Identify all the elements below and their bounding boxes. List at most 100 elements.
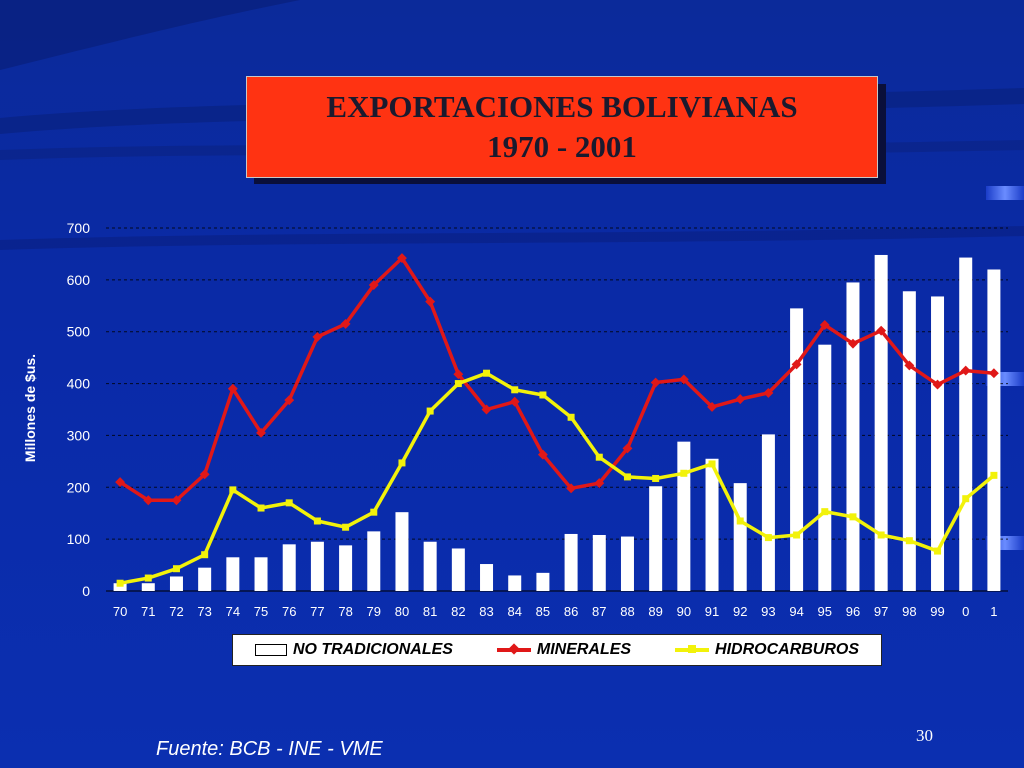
minerales-point [397, 253, 407, 264]
x-tick-label: 1 [990, 604, 997, 619]
bar [874, 254, 888, 592]
y-tick-label: 0 [82, 583, 90, 599]
hidrocarburos-point [877, 531, 885, 539]
y-tick-label: 500 [67, 324, 91, 340]
hidrocarburos-point [764, 534, 772, 542]
title-line-1: EXPORTACIONES BOLIVIANAS [326, 89, 798, 124]
bar [677, 441, 691, 591]
x-tick-label: 81 [423, 604, 437, 619]
minerales-point [143, 495, 154, 506]
side-decoration-top [986, 186, 1024, 200]
bar [395, 512, 409, 591]
y-axis-label: Millones de $us. [22, 353, 38, 463]
hidrocarburos-point [905, 537, 913, 545]
bar [198, 567, 212, 591]
legend-label-minerales: MINERALES [536, 641, 632, 658]
x-tick-label: 96 [846, 604, 860, 619]
hidrocarburos-point [680, 469, 688, 477]
source-footer: Fuente: BCB - INE - VME [156, 738, 383, 760]
hidrocarburos-point [229, 486, 237, 494]
legend-swatch-bar [254, 644, 287, 656]
bar [564, 533, 578, 591]
hidrocarburos-point [623, 473, 631, 481]
hidrocarburos-point [934, 547, 942, 555]
bar [931, 296, 945, 591]
legend-item-hidrocarburos: HIDROCARBUROS [675, 641, 859, 659]
x-tick-label: 82 [451, 604, 465, 619]
x-tick-label: 86 [564, 604, 578, 619]
hidrocarburos-point [539, 391, 547, 399]
minerales-point [509, 396, 520, 407]
minerales-point [368, 280, 379, 290]
hidrocarburos-point [595, 453, 603, 461]
x-tick-label: 74 [226, 604, 240, 619]
minerales-point [848, 338, 858, 349]
minerales-point [876, 325, 887, 336]
minerales-point [566, 483, 577, 494]
minerales-point [904, 360, 915, 371]
minerales-point [537, 449, 548, 460]
minerales-point [988, 368, 999, 379]
minerales-point [791, 359, 802, 370]
minerales-point [284, 395, 295, 406]
title-line-2: 1970 - 2001 [487, 129, 637, 164]
x-tick-label: 80 [395, 604, 409, 619]
x-tick-label: 91 [705, 604, 719, 619]
y-tick-label: 400 [67, 376, 91, 392]
hidrocarburos-point [201, 551, 209, 559]
hidrocarburos-point [454, 380, 462, 388]
bar [451, 548, 465, 591]
bar [282, 544, 296, 591]
bar [367, 531, 381, 591]
bar [310, 541, 324, 591]
hidrocarburos-point [708, 460, 716, 468]
bar [113, 583, 127, 591]
x-tick-label: 76 [282, 604, 296, 619]
x-tick-label: 77 [310, 604, 324, 619]
bar [339, 545, 353, 591]
bar [705, 458, 719, 591]
bar [141, 583, 155, 591]
minerales-point [199, 469, 210, 480]
minerales-point [622, 443, 633, 454]
minerales-point [453, 369, 464, 380]
chart-legend: NO TRADICIONALES MINERALES HIDROCARBUROS [232, 634, 882, 666]
bar [592, 534, 606, 591]
bar [480, 564, 494, 591]
x-tick-label: 71 [141, 604, 155, 619]
hidrocarburos-point [116, 579, 124, 587]
minerales-point [340, 318, 351, 329]
x-tick-label: 90 [677, 604, 691, 619]
y-tick-label: 100 [67, 531, 91, 547]
x-tick-label: 78 [338, 604, 352, 619]
x-tick-label: 83 [479, 604, 493, 619]
y-tick-label: 300 [67, 427, 91, 443]
x-tick-label: 93 [761, 604, 775, 619]
minerales-point [594, 478, 605, 489]
x-tick-label: 85 [536, 604, 550, 619]
hidrocarburos-point [793, 531, 801, 539]
minerales-point [707, 401, 717, 412]
hidrocarburos-point [398, 459, 406, 467]
bar [254, 557, 268, 591]
legend-item-minerales: MINERALES [496, 641, 632, 659]
bar [902, 291, 916, 591]
bar [790, 308, 804, 591]
bar [169, 576, 183, 591]
x-tick-label: 94 [789, 604, 803, 619]
bar [959, 257, 973, 591]
hidrocarburos-point [821, 508, 829, 516]
x-tick-label: 92 [733, 604, 747, 619]
bar [423, 541, 437, 591]
bar [536, 572, 550, 591]
hidrocarburos-point [257, 504, 265, 512]
hidrocarburos-point [849, 513, 857, 521]
minerales-point [650, 377, 661, 388]
minerales-point [481, 404, 492, 415]
legend-swatch-hidrocarburos [675, 645, 710, 653]
minerales-point [256, 427, 266, 438]
bar [649, 486, 663, 591]
minerales-point [425, 296, 436, 307]
hidrocarburos-point [511, 386, 519, 394]
